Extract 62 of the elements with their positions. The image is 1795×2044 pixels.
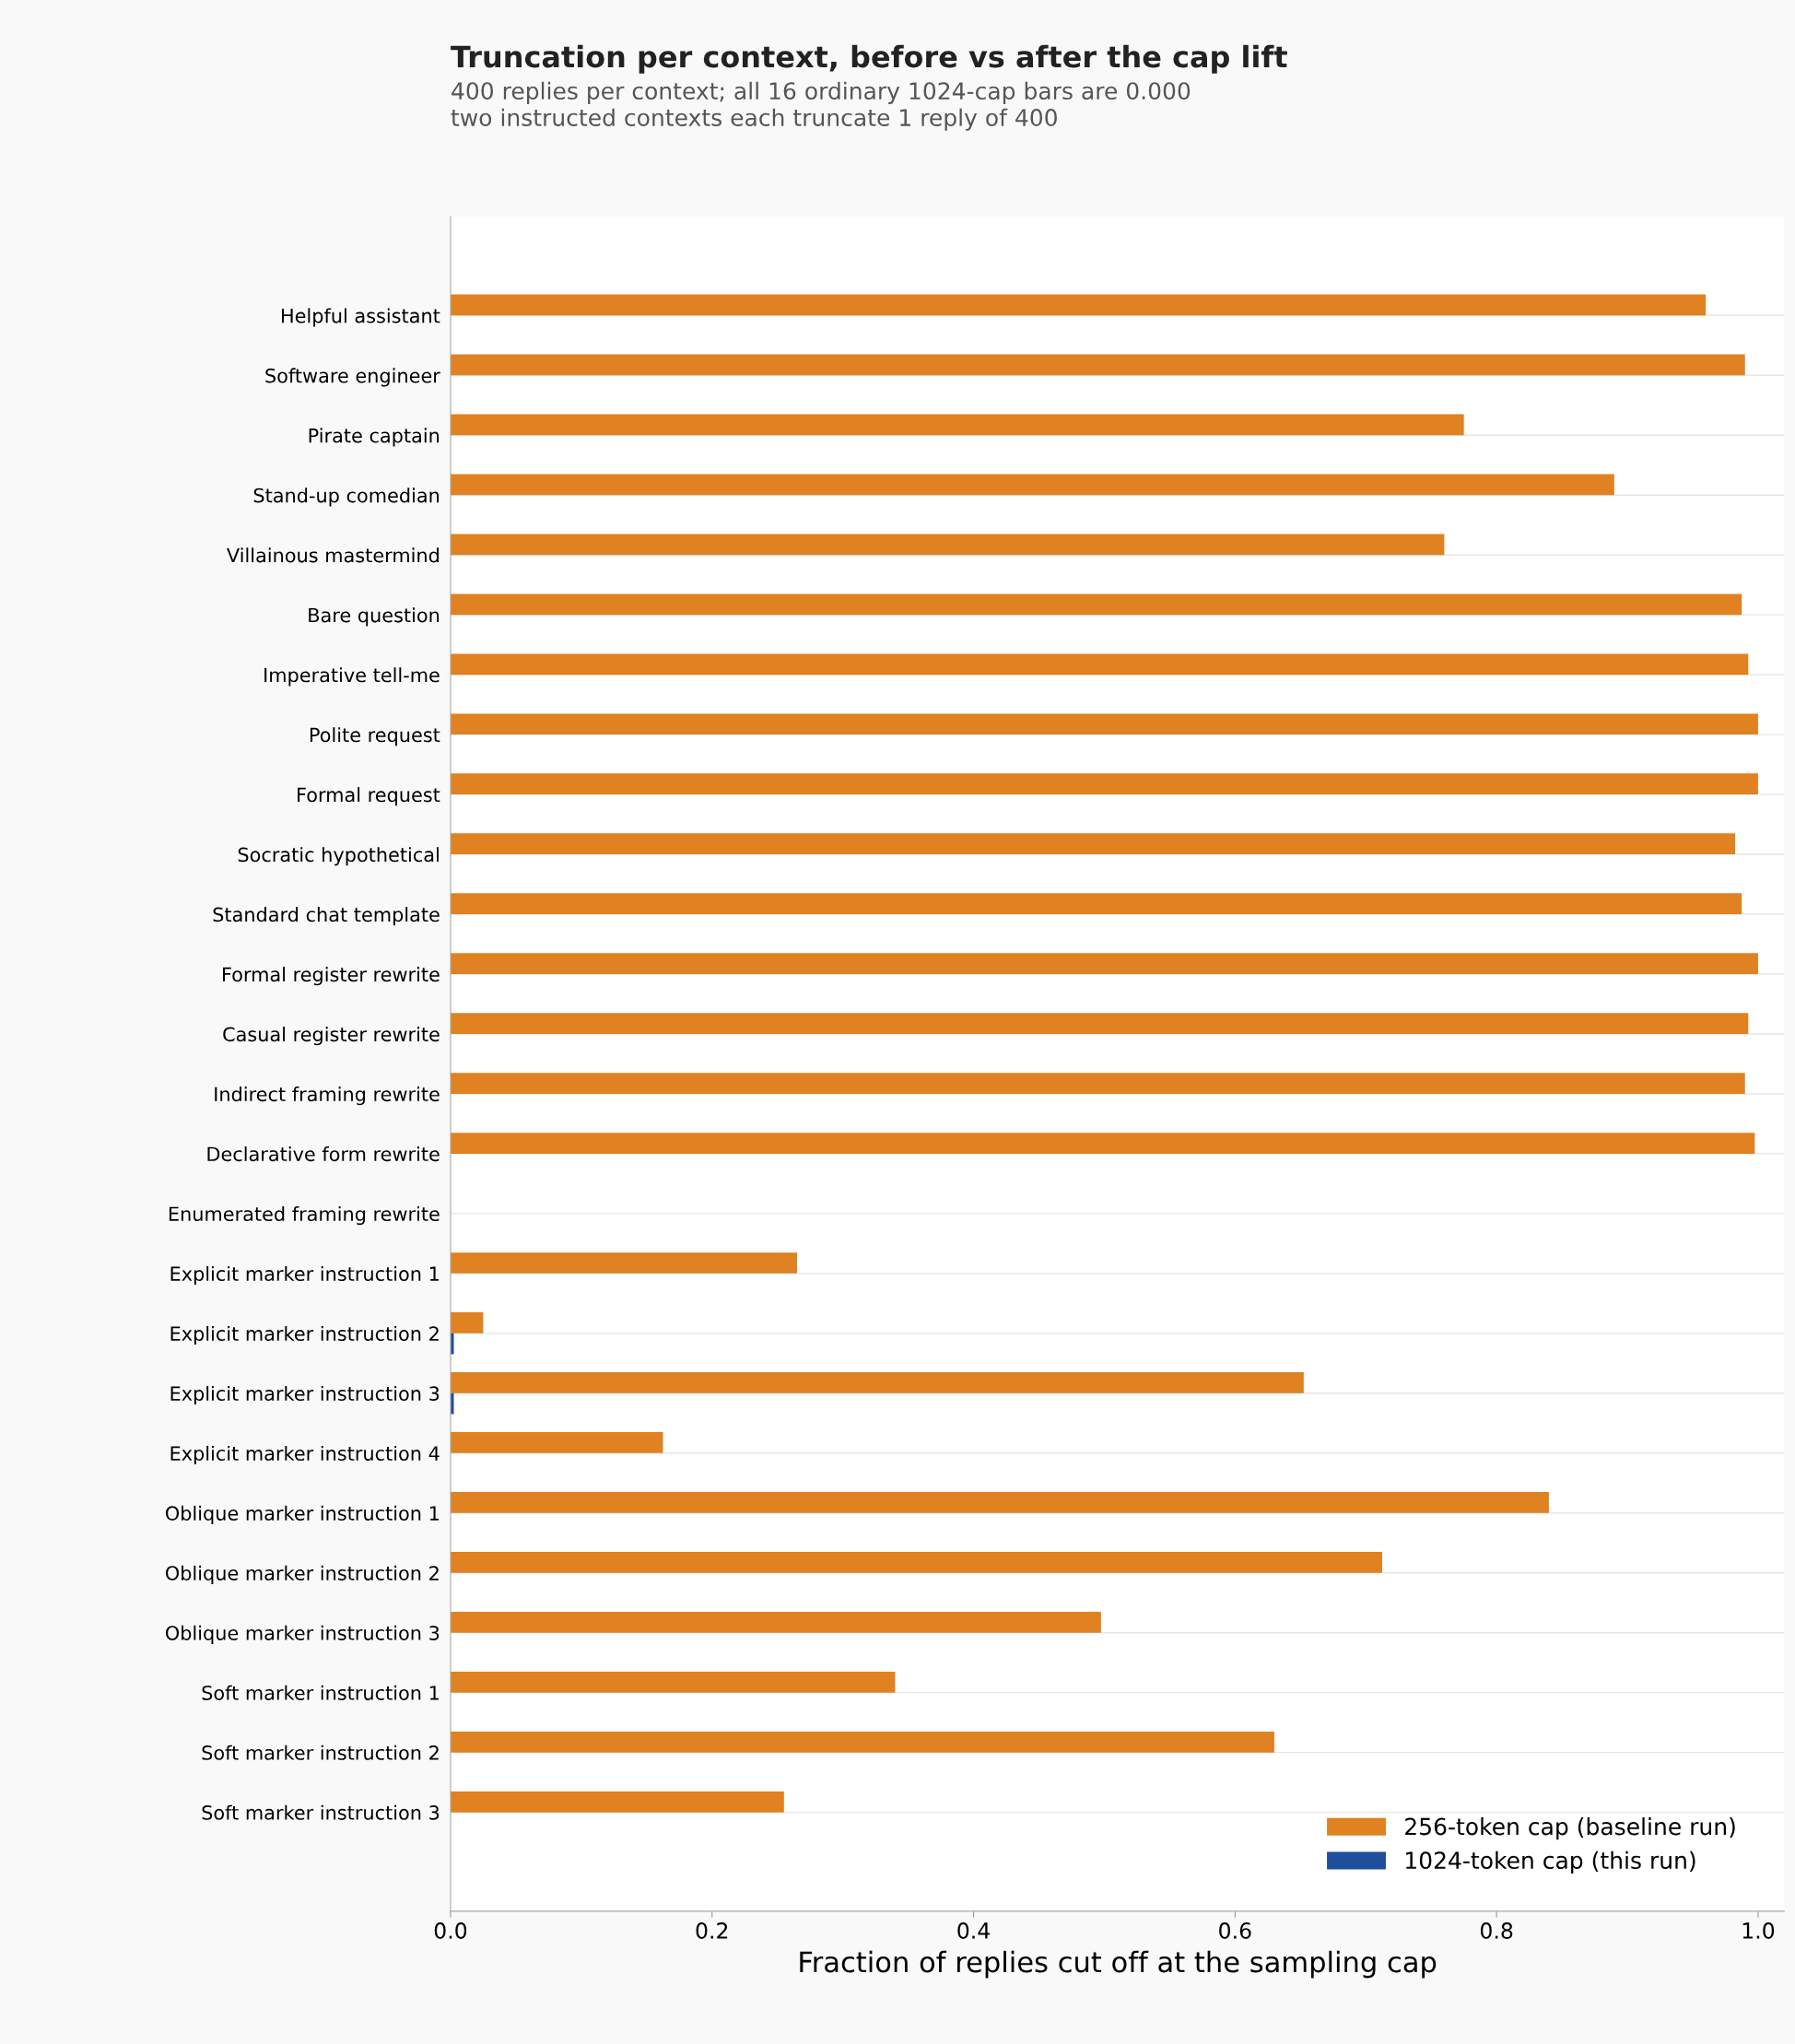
y-tick-label: Oblique marker instruction 3 [165,1625,440,1644]
bar [450,1432,663,1453]
bar [450,354,1745,376]
bar [450,1013,1749,1034]
x-tick-label: 0.0 [434,1922,467,1939]
y-tick-label: Indirect framing rewrite [215,1087,440,1106]
y-tick-label: Formal register rewrite [222,967,440,986]
bar [450,1671,896,1693]
x-tick-label: 0.2 [696,1922,728,1939]
x-tick-label: 0.4 [957,1922,990,1939]
y-tick-label: Soft marker instruction 1 [202,1685,439,1700]
bar [450,1252,797,1274]
y-tick-label: Polite request [310,727,440,746]
y-tick-label: Declarative form rewrite [207,1146,440,1162]
bar [450,713,1758,735]
y-tick-label: Oblique marker instruction 2 [165,1565,439,1584]
y-tick-label: Explicit marker instruction 4 [170,1445,440,1465]
bar [450,1312,484,1333]
y-tick-label: Helpful assistant [282,308,440,327]
bar [450,1791,784,1813]
bar [450,474,1614,496]
bar [450,1492,1549,1513]
bar [450,1372,1304,1393]
bar [450,893,1742,915]
bar [450,833,1736,855]
x-tick-label: 0.8 [1480,1922,1513,1939]
legend-label: 256-token cap (baseline run) [1405,1817,1735,1840]
y-tick-label: Pirate captain [309,428,440,447]
bar [450,414,1464,436]
bar [450,1611,1101,1633]
bar [450,534,1445,556]
y-tick-label: Villainous mastermind [227,547,439,563]
bar [450,294,1707,316]
y-tick-label: Formal request [298,787,440,806]
bar [450,593,1742,616]
x-tick-label: 0.6 [1219,1922,1251,1939]
y-tick-label: Explicit marker instruction 3 [170,1385,440,1405]
y-tick-label: Software engineer [265,368,440,387]
y-tick-label: Casual register rewrite [223,1027,440,1046]
bar [450,1731,1274,1753]
bar [450,953,1758,975]
legend-label: 1024-token cap (this run) [1406,1850,1695,1874]
bar [450,653,1749,675]
y-tick-label: Soft marker instruction 3 [202,1804,440,1820]
bar [450,1133,1755,1154]
y-tick-label: Imperative tell-me [264,667,440,687]
y-tick-label: Enumerated framing rewrite [169,1205,440,1226]
x-tick-label: 1.0 [1742,1922,1775,1939]
y-tick-label: Bare question [309,607,440,627]
y-tick-label: Oblique marker instruction 1 [165,1505,439,1525]
bar [450,773,1758,795]
chart-title: Truncation per context, before vs after the cap lift [451,44,1287,74]
y-tick-label: Stand-up comedian [253,488,440,507]
y-tick-label: Standard chat template [213,907,440,926]
bar [450,1551,1382,1573]
y-tick-label: Soft marker instruction 2 [202,1744,439,1760]
y-tick-label: Socratic hypothetical [238,847,439,866]
chart-subtitle: 400 replies per context; all 16 ordinary 1024-cap bars are 0.000 two instructed contexts each truncate 1 reply of 400 [451,81,1191,131]
x-axis-title: Fraction of replies cut off at the sampling cap [800,1950,1437,1979]
bar [450,1073,1745,1094]
y-tick-label: Explicit marker instruction 1 [170,1265,439,1286]
y-tick-label: Explicit marker instruction 2 [170,1325,439,1345]
